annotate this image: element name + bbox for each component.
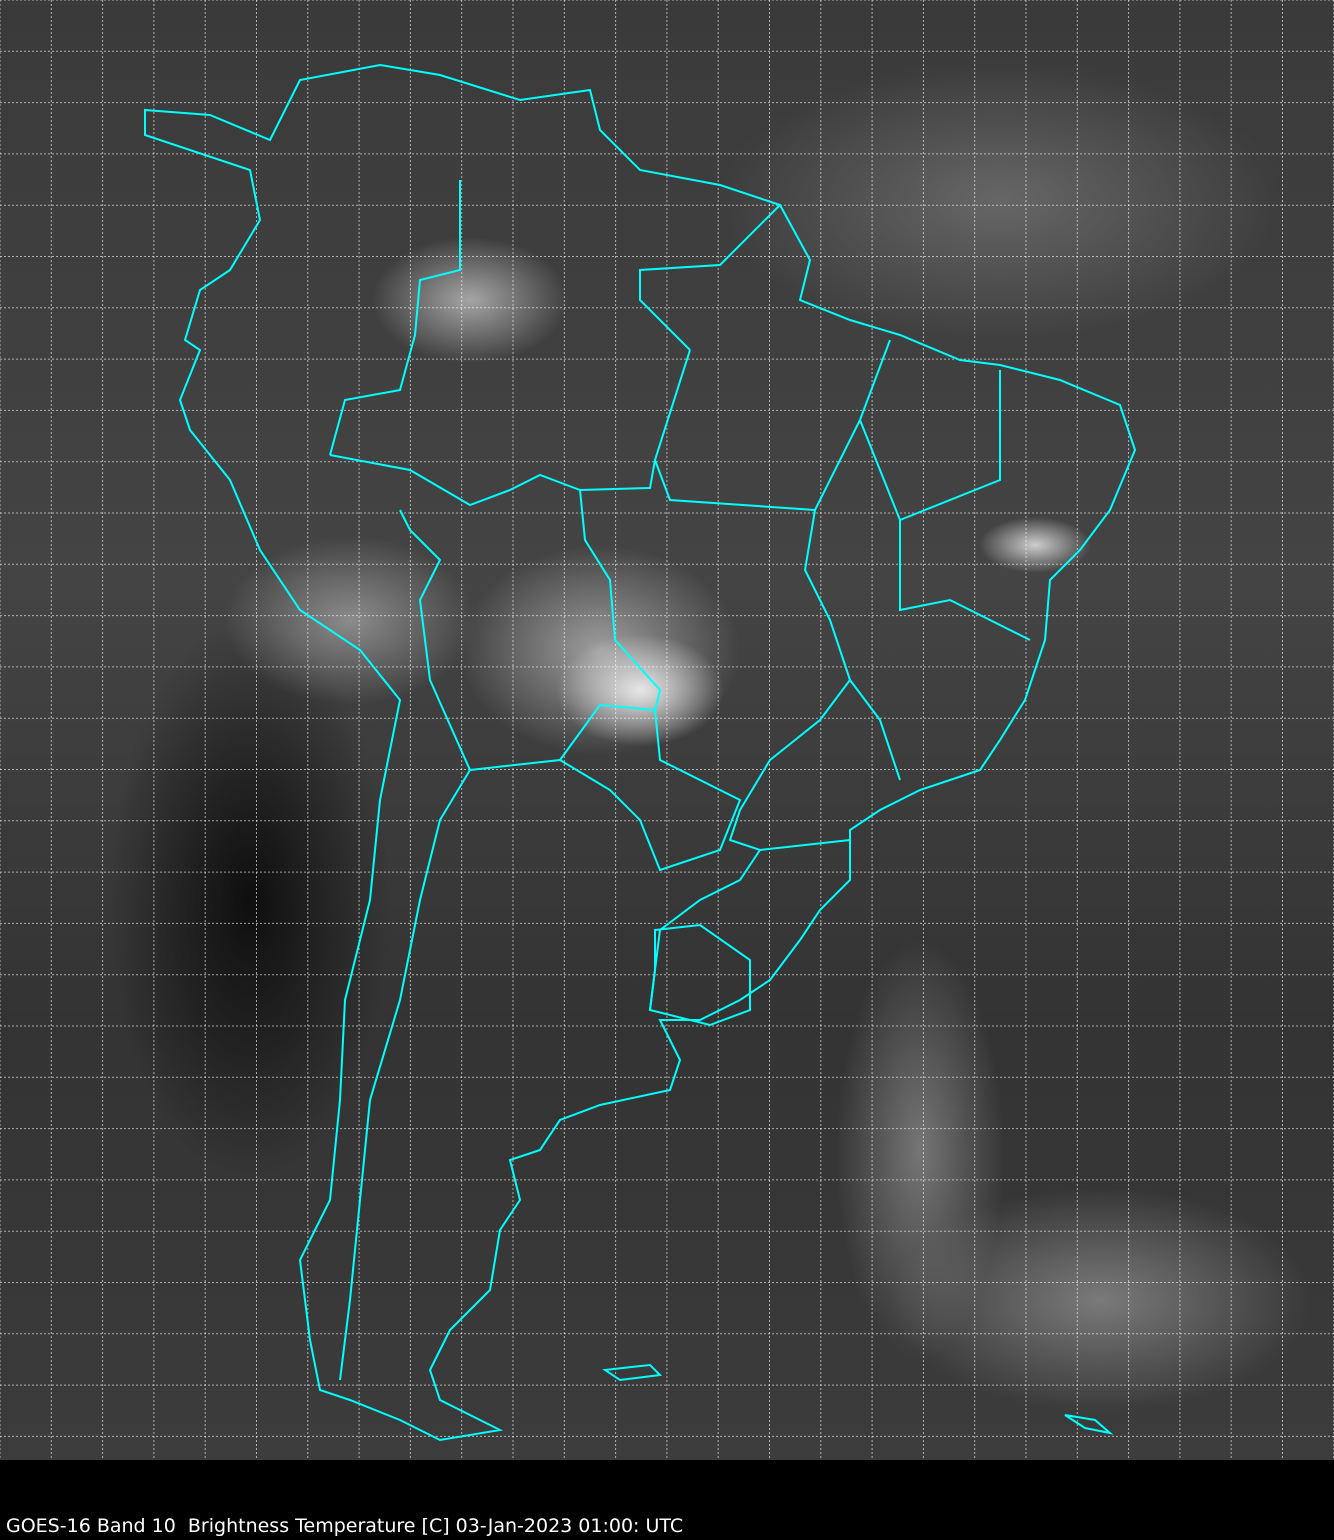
south-america-coastline: [144, 63, 1137, 1442]
lat-lon-grid: [0, 0, 1334, 1460]
image-caption: GOES-16 Band 10 Brightness Temperature […: [6, 1515, 684, 1537]
map-overlay: [0, 0, 1334, 1460]
country-borders: [329, 180, 1114, 1435]
